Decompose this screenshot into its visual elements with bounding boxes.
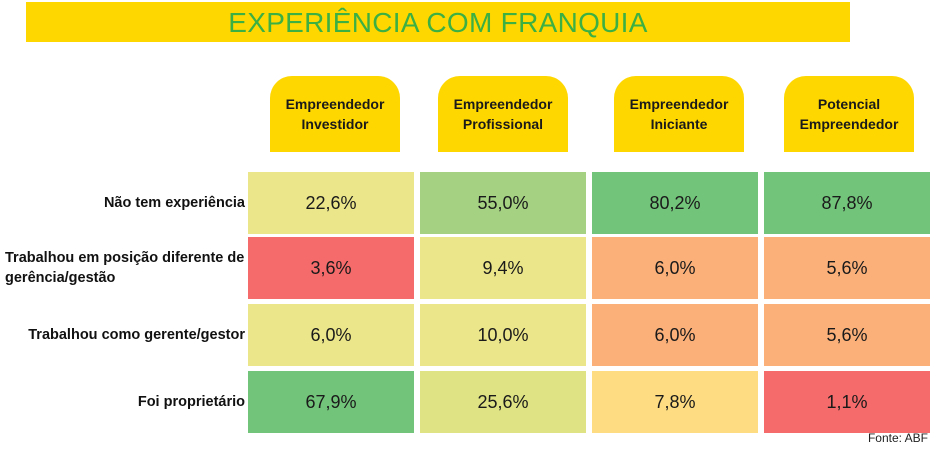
- table-cell: 80,2%: [592, 172, 758, 234]
- table-cell: 3,6%: [248, 237, 414, 299]
- column-header-label: Empreendedor Profissional: [454, 94, 553, 134]
- row-label-2: Trabalhou em posição diferente de gerênc…: [5, 237, 250, 299]
- row-label-4: Foi proprietário: [0, 371, 245, 433]
- table-cell: 9,4%: [420, 237, 586, 299]
- source-note: Fonte: ABF: [868, 431, 928, 445]
- table-cell: 6,0%: [248, 304, 414, 366]
- table-cell: 6,0%: [592, 237, 758, 299]
- column-header-4: Potencial Empreendedor: [784, 76, 914, 152]
- column-header-label: Potencial Empreendedor: [800, 94, 899, 134]
- chart-title: EXPERIÊNCIA COM FRANQUIA: [26, 2, 850, 42]
- table-cell: 10,0%: [420, 304, 586, 366]
- table-cell: 25,6%: [420, 371, 586, 433]
- row-label-1: Não tem experiência: [0, 172, 245, 234]
- column-header-label: Empreendedor Iniciante: [630, 94, 729, 134]
- table-cell: 55,0%: [420, 172, 586, 234]
- table-cell: 5,6%: [764, 304, 930, 366]
- row-label-3: Trabalhou como gerente/gestor: [0, 304, 245, 366]
- table-cell: 67,9%: [248, 371, 414, 433]
- table-cell: 1,1%: [764, 371, 930, 433]
- title-bar: EXPERIÊNCIA COM FRANQUIA: [26, 2, 850, 42]
- table-cell: 22,6%: [248, 172, 414, 234]
- table-cell: 5,6%: [764, 237, 930, 299]
- table-cell: 87,8%: [764, 172, 930, 234]
- table-cell: 7,8%: [592, 371, 758, 433]
- column-header-label: Empreendedor Investidor: [286, 94, 385, 134]
- table-cell: 6,0%: [592, 304, 758, 366]
- column-header-1: Empreendedor Investidor: [270, 76, 400, 152]
- column-header-2: Empreendedor Profissional: [438, 76, 568, 152]
- column-header-3: Empreendedor Iniciante: [614, 76, 744, 152]
